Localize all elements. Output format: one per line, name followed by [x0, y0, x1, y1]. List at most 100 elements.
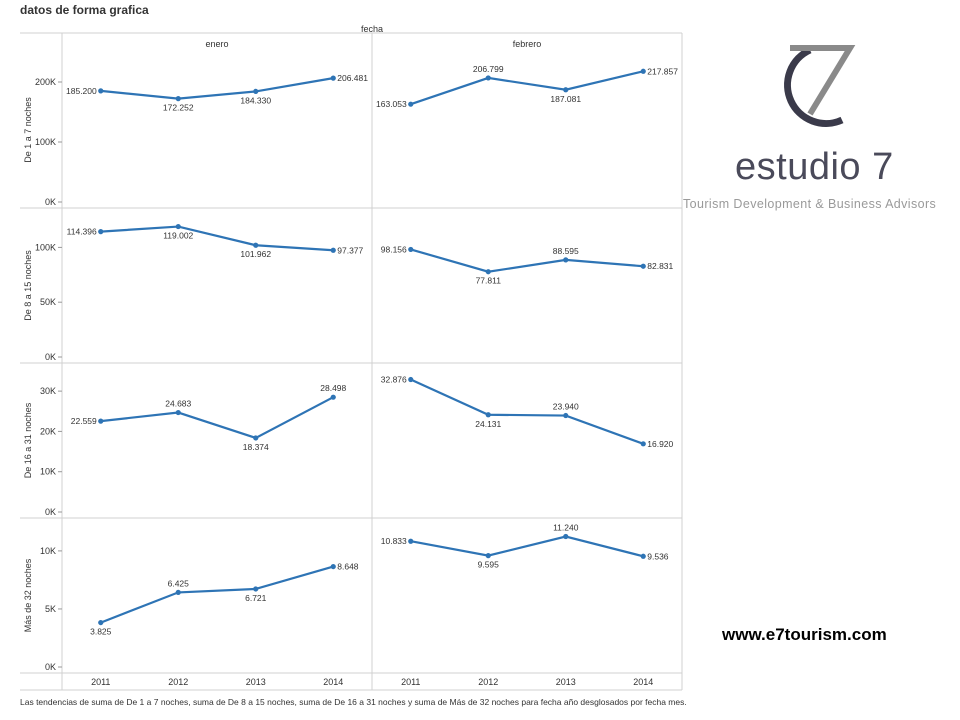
data-label: 206.481 — [337, 73, 368, 83]
data-label: 97.377 — [337, 245, 363, 255]
data-point — [98, 229, 104, 235]
series-line — [410, 378, 644, 445]
data-point — [408, 101, 414, 107]
data-point — [640, 68, 646, 74]
data-point — [408, 538, 414, 544]
y-tick-label: 10K — [40, 546, 56, 556]
data-label: 187.081 — [550, 94, 581, 104]
y-tick-label: 30K — [40, 386, 56, 396]
data-label: 32.876 — [381, 375, 407, 385]
column-label-febrero: febrero — [513, 39, 542, 49]
data-point — [175, 96, 181, 102]
data-label: 8.648 — [337, 562, 359, 572]
x-tick-label: 2014 — [633, 677, 653, 687]
series-line — [100, 565, 334, 624]
data-label: 88.595 — [553, 246, 579, 256]
data-label: 24.131 — [475, 419, 501, 429]
series-line — [100, 396, 334, 440]
y-tick-label: 5K — [45, 604, 56, 614]
data-label: 18.374 — [243, 442, 269, 452]
column-label-enero: enero — [205, 39, 228, 49]
data-point — [640, 263, 646, 269]
data-label: 77.811 — [476, 276, 502, 286]
y-tick-label: 50K — [40, 297, 56, 307]
data-label: 28.498 — [320, 383, 346, 393]
y-tick-label: 0K — [45, 507, 56, 517]
data-label: 172.252 — [163, 103, 194, 113]
column-header-label: fecha — [361, 24, 383, 34]
data-label: 22.559 — [71, 416, 97, 426]
data-point — [408, 246, 414, 253]
data-label: 6.721 — [245, 593, 267, 603]
data-point — [563, 533, 569, 540]
data-label: 82.831 — [647, 261, 673, 271]
data-label: 9.595 — [478, 560, 500, 570]
x-tick-label: 2014 — [323, 677, 343, 687]
data-label: 119.002 — [163, 231, 193, 241]
logo-tagline: Tourism Development & Business Advisors — [683, 197, 937, 211]
data-point — [175, 589, 181, 596]
series-line — [410, 70, 644, 106]
y-tick-label: 200K — [35, 77, 56, 87]
data-point — [98, 88, 104, 94]
logo-name: estudio 7 — [735, 146, 894, 188]
data-label: 24.683 — [165, 399, 191, 409]
y-tick-label: 100K — [35, 242, 56, 252]
data-point — [563, 87, 569, 93]
data-point — [330, 247, 336, 253]
data-label: 98.156 — [381, 244, 407, 254]
series-line — [100, 225, 334, 252]
y-tick-label: 10K — [40, 467, 56, 477]
x-tick-label: 2013 — [246, 677, 266, 687]
x-tick-label: 2013 — [556, 677, 576, 687]
y-tick-label: 100K — [35, 137, 56, 147]
data-label: 217.857 — [647, 66, 678, 76]
website-link[interactable]: www.e7tourism.com — [722, 625, 887, 644]
x-tick-label: 2011 — [91, 677, 110, 687]
data-point — [253, 586, 259, 592]
series-line — [410, 248, 644, 273]
data-point — [485, 553, 491, 559]
y-tick-label: 0K — [45, 662, 56, 672]
data-point — [640, 441, 646, 447]
data-label: 184.330 — [240, 95, 271, 105]
data-point — [253, 88, 259, 95]
data-point — [640, 553, 646, 559]
data-point — [330, 394, 336, 400]
data-point — [98, 418, 104, 424]
data-label: 9.536 — [647, 551, 669, 561]
data-label: 163.053 — [376, 99, 407, 109]
data-point — [485, 75, 491, 81]
row-label: De 1 a 7 noches — [23, 97, 33, 163]
chart-caption: Las tendencias de suma de De 1 a 7 noche… — [20, 697, 687, 707]
data-label: 11.240 — [553, 523, 579, 533]
row-label: Más de 32 noches — [23, 558, 33, 632]
data-point — [563, 412, 569, 419]
y-tick-label: 0K — [45, 197, 56, 207]
data-point — [98, 619, 104, 626]
data-point — [485, 412, 491, 418]
y-tick-label: 20K — [40, 426, 56, 436]
logo — [682, 40, 942, 220]
page-title: datos de forma grafica — [20, 3, 149, 17]
row-label: De 16 a 31 noches — [23, 402, 33, 478]
estudio7-logo-mark-icon — [784, 45, 856, 127]
data-point — [330, 75, 336, 81]
data-point — [485, 269, 491, 275]
trend-chart: fecha enero febrero 2011 2012 2013 2014 2011 201… — [20, 24, 683, 691]
data-label: 10.833 — [381, 536, 407, 546]
data-point — [563, 257, 569, 263]
data-point — [408, 376, 414, 383]
x-tick-label: 2012 — [478, 677, 498, 687]
series-line — [410, 535, 644, 558]
data-label: 23.940 — [553, 402, 579, 412]
x-tick-label: 2012 — [168, 677, 188, 687]
row-label: De 8 a 15 noches — [23, 250, 33, 321]
data-point — [175, 223, 181, 230]
data-point — [253, 242, 259, 248]
data-label: 114.396 — [67, 227, 97, 237]
data-point — [253, 435, 259, 441]
data-point — [330, 563, 336, 570]
series-line — [100, 77, 334, 100]
data-point — [175, 409, 181, 416]
